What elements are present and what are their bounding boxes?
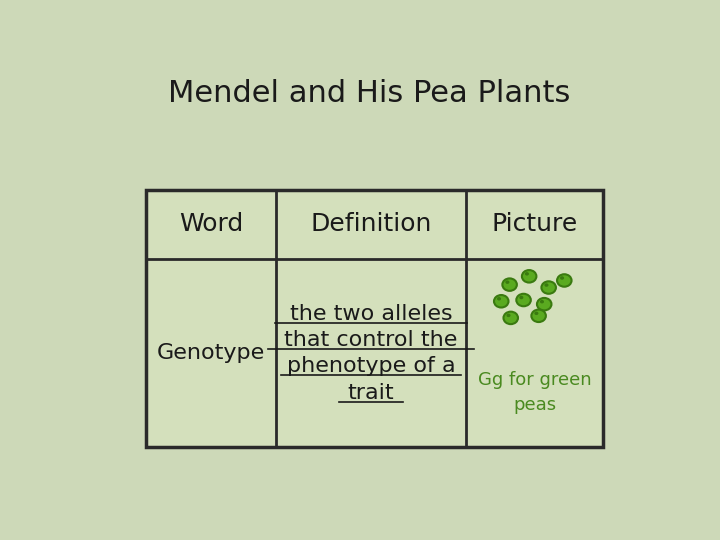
Ellipse shape bbox=[497, 297, 501, 301]
Ellipse shape bbox=[531, 309, 546, 322]
Bar bbox=[145, 190, 603, 447]
Ellipse shape bbox=[516, 294, 531, 306]
Ellipse shape bbox=[560, 276, 564, 280]
Ellipse shape bbox=[494, 295, 508, 307]
Text: Word: Word bbox=[179, 212, 243, 237]
Text: Definition: Definition bbox=[310, 212, 432, 237]
Text: that control the: that control the bbox=[284, 330, 458, 350]
Text: trait: trait bbox=[348, 382, 395, 402]
Text: Gg for green
peas: Gg for green peas bbox=[478, 371, 592, 414]
Ellipse shape bbox=[540, 300, 544, 303]
Ellipse shape bbox=[506, 314, 510, 317]
Ellipse shape bbox=[544, 284, 549, 287]
Text: Picture: Picture bbox=[492, 212, 578, 237]
Ellipse shape bbox=[541, 281, 556, 294]
Ellipse shape bbox=[505, 280, 510, 284]
Text: Mendel and His Pea Plants: Mendel and His Pea Plants bbox=[168, 79, 570, 109]
Ellipse shape bbox=[557, 274, 572, 287]
Text: Genotype: Genotype bbox=[157, 343, 265, 363]
Text: the two alleles: the two alleles bbox=[290, 304, 452, 324]
Ellipse shape bbox=[519, 296, 523, 299]
Ellipse shape bbox=[525, 272, 529, 275]
Text: phenotype of a: phenotype of a bbox=[287, 356, 456, 376]
Ellipse shape bbox=[503, 312, 518, 324]
Ellipse shape bbox=[503, 279, 517, 291]
Ellipse shape bbox=[534, 312, 539, 315]
Bar bbox=[145, 190, 603, 447]
Ellipse shape bbox=[522, 270, 536, 282]
Ellipse shape bbox=[537, 298, 552, 310]
